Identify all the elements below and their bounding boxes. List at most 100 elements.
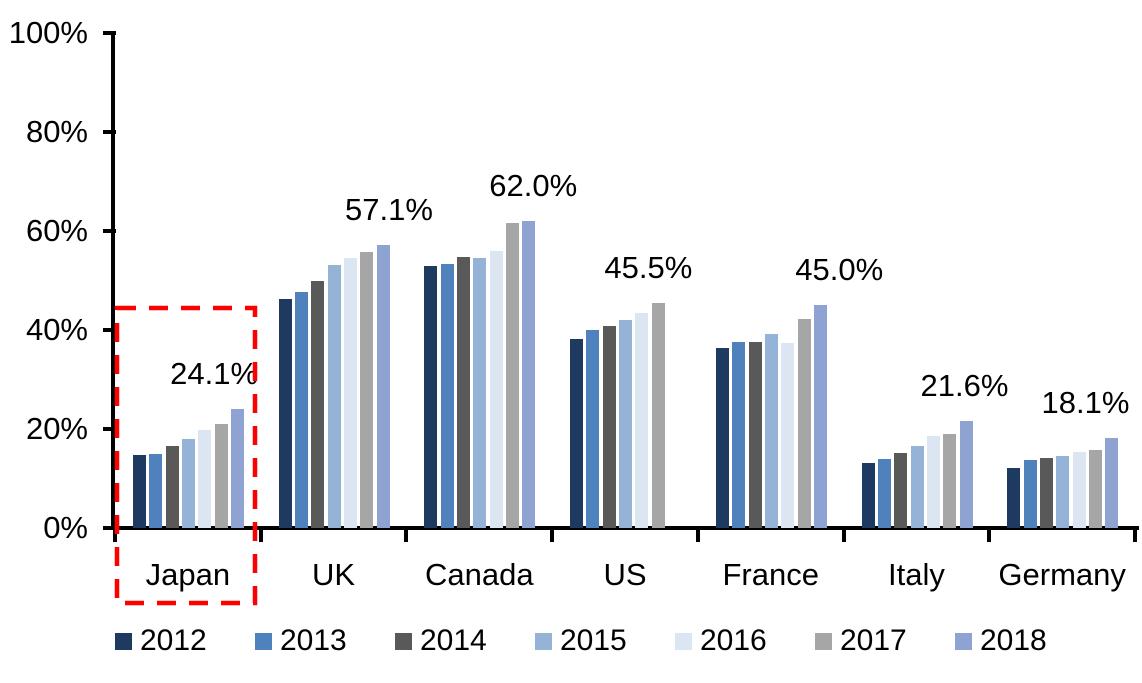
bar-uk-2014 — [311, 281, 325, 528]
category-label-japan: Japan — [145, 557, 231, 592]
bar-france-2014 — [748, 341, 762, 528]
bar-canada-2012 — [424, 265, 438, 528]
bar-us-2015 — [619, 320, 633, 528]
legend-swatch-2018 — [955, 633, 972, 650]
y-axis-tick-label: 0% — [43, 510, 88, 545]
legend-label-2013: 2013 — [280, 624, 347, 657]
y-axis-line — [111, 31, 115, 530]
bar-germany-2017 — [1088, 450, 1102, 528]
x-axis-tick-mark — [1132, 530, 1137, 542]
bar-uk-2015 — [327, 264, 341, 528]
bar-us-2013 — [586, 330, 600, 528]
x-axis-tick-mark — [113, 530, 117, 542]
category-label-canada: Canada — [424, 557, 534, 592]
bar-germany-2014 — [1039, 458, 1053, 528]
legend-label-2018: 2018 — [980, 624, 1047, 657]
legend-swatch-2017 — [815, 633, 832, 650]
bar-italy-2016 — [926, 435, 940, 528]
bar-japan-2016 — [198, 429, 212, 528]
bar-germany-2018 — [1105, 438, 1119, 528]
y-axis-tick-mark — [103, 427, 116, 431]
bar-italy-2015 — [910, 445, 924, 528]
x-axis-tick-mark — [404, 530, 409, 542]
y-axis-tick-mark — [103, 229, 116, 233]
bar-france-2015 — [764, 333, 778, 528]
bar-germany-2013 — [1023, 460, 1037, 528]
bar-france-2012 — [715, 347, 729, 528]
legend-swatch-2016 — [675, 633, 692, 650]
bar-uk-2017 — [360, 251, 374, 528]
legend-swatch-2014 — [395, 633, 412, 650]
legend-item-2018: 2018 — [955, 623, 1065, 659]
y-axis-tick-mark — [103, 31, 116, 35]
category-label-us: US — [603, 557, 647, 592]
data-label-canada: 62.0% — [489, 168, 578, 204]
y-axis-tick-label: 60% — [25, 213, 88, 248]
bar-germany-2016 — [1072, 452, 1086, 528]
legend-item-2013: 2013 — [255, 623, 365, 659]
data-label-france: 45.0% — [795, 252, 884, 288]
legend-label-2016: 2016 — [700, 624, 767, 657]
bar-italy-2018 — [959, 421, 973, 528]
bar-italy-2017 — [943, 434, 957, 528]
bar-canada-2014 — [457, 257, 471, 528]
x-axis-tick-mark — [841, 530, 846, 542]
legend-item-2014: 2014 — [395, 623, 505, 659]
bar-uk-2018 — [376, 245, 390, 528]
x-axis-tick-mark — [695, 530, 700, 542]
bar-canada-2017 — [506, 222, 520, 528]
legend-item-2015: 2015 — [535, 623, 645, 659]
category-label-italy: Italy — [887, 557, 945, 592]
y-axis-tick-mark — [103, 130, 116, 134]
y-axis-tick-label: 20% — [25, 411, 88, 446]
bar-france-2016 — [781, 343, 795, 528]
bar-japan-2015 — [181, 439, 195, 528]
bar-germany-2015 — [1056, 456, 1070, 528]
bar-canada-2016 — [489, 250, 503, 528]
legend-swatch-2015 — [535, 633, 552, 650]
bar-canada-2015 — [473, 258, 487, 528]
bar-canada-2018 — [522, 221, 536, 528]
bar-italy-2012 — [861, 462, 875, 528]
bar-canada-2013 — [440, 264, 454, 528]
bar-uk-2013 — [295, 291, 309, 528]
legend-label-2015: 2015 — [560, 624, 627, 657]
category-label-germany: Germany — [998, 557, 1126, 592]
legend-label-2014: 2014 — [420, 624, 487, 657]
y-axis-tick-label: 40% — [25, 312, 88, 347]
data-label-uk: 57.1% — [344, 192, 433, 228]
bar-france-2017 — [797, 318, 811, 528]
bar-us-2017 — [651, 302, 665, 528]
y-axis-tick-label: 100% — [8, 15, 88, 50]
legend-swatch-2012 — [115, 633, 132, 650]
chart-legend: 2012 2013 2014 2015 2016 2017 2018 — [0, 623, 1142, 663]
legend-label-2017: 2017 — [840, 624, 907, 657]
bar-japan-2018 — [230, 408, 244, 528]
legend-swatch-2013 — [255, 633, 272, 650]
legend-item-2017: 2017 — [815, 623, 925, 659]
data-label-germany: 18.1% — [1041, 385, 1130, 421]
bar-japan-2012 — [133, 454, 146, 528]
legend-item-2016: 2016 — [675, 623, 785, 659]
x-axis-line — [111, 526, 1139, 530]
x-axis-tick-mark — [987, 530, 992, 542]
bar-us-2014 — [602, 325, 616, 528]
x-axis-tick-mark — [258, 530, 263, 542]
bar-us-2012 — [570, 338, 584, 528]
legend-label-2012: 2012 — [140, 624, 207, 657]
bar-italy-2013 — [877, 458, 891, 528]
y-axis-tick-mark — [103, 328, 116, 332]
bar-uk-2012 — [278, 299, 292, 528]
bar-japan-2017 — [214, 424, 228, 528]
data-label-us: 45.5% — [604, 249, 693, 285]
y-axis-tick-mark — [103, 526, 116, 530]
bar-us-2016 — [635, 312, 649, 528]
category-label-france: France — [722, 557, 819, 592]
bar-france-2013 — [732, 341, 746, 528]
bar-italy-2014 — [894, 452, 908, 528]
y-axis-tick-label: 80% — [25, 114, 88, 149]
bar-japan-2013 — [149, 453, 163, 528]
legend-item-2012: 2012 — [115, 623, 225, 659]
bar-uk-2016 — [344, 257, 358, 528]
